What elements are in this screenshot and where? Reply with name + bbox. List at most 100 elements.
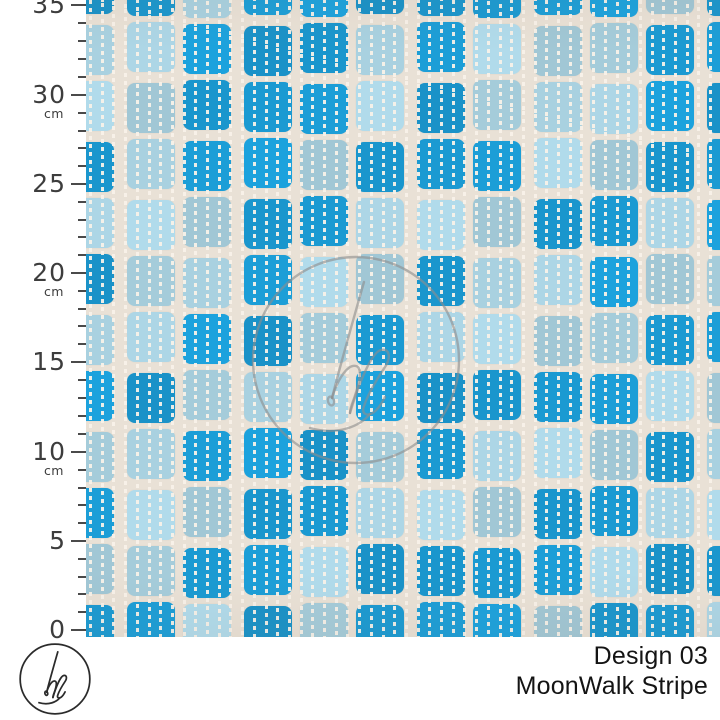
fabric-block-dark [534, 0, 582, 15]
fabric-block-dark [183, 431, 231, 481]
ruler-minor-tick [78, 486, 86, 489]
fabric-block-light [127, 429, 175, 479]
fabric-block-light [127, 490, 175, 540]
fabric-block-light [534, 316, 582, 366]
fabric-block-light [127, 22, 175, 72]
fabric-block-light [473, 24, 521, 74]
fabric-block-dark [127, 0, 175, 16]
fabric-block-light [590, 23, 638, 73]
fabric-block-dark [417, 256, 465, 306]
fabric-block-light [356, 198, 404, 248]
ruler-minor-tick [78, 468, 86, 471]
stitch-line [404, 0, 408, 637]
ruler-label-30: 30 [32, 80, 66, 109]
fabric-block-dark [86, 605, 114, 637]
fabric-block-light [183, 604, 231, 637]
caption: Design 03 MoonWalk Stripe [516, 642, 708, 701]
fabric-block-dark [356, 142, 404, 192]
fabric-block-dark [244, 199, 292, 249]
ruler-major-tick [71, 183, 86, 185]
fabric-block-light [300, 547, 348, 597]
ruler-minor-tick [78, 289, 86, 292]
fabric-block-dark [244, 545, 292, 595]
fabric-block-light [356, 81, 404, 131]
fabric-block-light [183, 0, 231, 18]
fabric-block-dark [534, 199, 582, 249]
fabric-block-dark [417, 373, 465, 423]
fabric-block-light [86, 25, 114, 75]
ruler-minor-tick [78, 147, 86, 150]
fabric-block-dark [356, 371, 404, 421]
fabric-block-dark [86, 371, 114, 421]
fabric-block-light [86, 315, 114, 365]
fabric-block-dark [473, 370, 521, 420]
fabric-block-dark [417, 83, 465, 133]
ruler-label-5: 5 [49, 526, 66, 555]
fabric-block-dark [244, 316, 292, 366]
ruler-unit-label: cm [43, 284, 64, 299]
fabric-block-light [473, 258, 521, 308]
fabric-block-light [183, 370, 231, 420]
ruler-minor-tick [78, 111, 86, 114]
fabric-block-light [707, 602, 720, 637]
ruler-minor-tick [78, 379, 86, 381]
fabric-block-dark [183, 80, 231, 130]
fabric-block-light [300, 374, 348, 424]
ruler-minor-tick [78, 557, 86, 560]
fabric-block-light [590, 313, 638, 363]
ruler-minor-tick [78, 433, 86, 435]
fabric-block-light [646, 198, 694, 248]
fabric-block-light [127, 312, 175, 362]
fabric-block-dark [707, 22, 720, 72]
fabric-block-light [590, 547, 638, 597]
fabric-block-light [86, 198, 114, 248]
fabric-block-light [473, 487, 521, 537]
ruler-minor-tick [78, 522, 86, 525]
ruler-minor-tick [78, 611, 86, 614]
fabric-block-light [707, 256, 720, 306]
fabric-block-light [86, 81, 114, 131]
fabric-block-light [300, 257, 348, 307]
ruler-major-tick [71, 4, 86, 6]
fabric-block-light [417, 312, 465, 362]
caption-product-name: MoonWalk Stripe [515, 671, 708, 700]
fabric-block-light [707, 429, 720, 479]
fabric-block-dark [183, 141, 231, 191]
fabric-block-light [473, 431, 521, 481]
fabric-block-dark [473, 604, 521, 637]
fabric-block-dark [646, 605, 694, 637]
ruler-label-0: 0 [49, 615, 66, 644]
fabric-block-dark [646, 315, 694, 365]
ruler-minor-tick [78, 325, 86, 328]
ruler-unit-label: cm [43, 463, 64, 478]
fabric-block-dark [183, 24, 231, 74]
ruler-label-25: 25 [32, 169, 66, 198]
fabric-block-dark [356, 0, 404, 14]
fabric-block-dark [356, 544, 404, 594]
fabric-block-light [183, 258, 231, 308]
fabric-block-dark [707, 139, 720, 189]
fabric-block-dark [590, 196, 638, 246]
fabric-block-dark [300, 196, 348, 246]
fabric-block-light [300, 313, 348, 363]
fabric-block-light [534, 82, 582, 132]
fabric-block-dark [244, 489, 292, 539]
ruler-minor-tick [78, 343, 86, 346]
fabric-block-dark [590, 257, 638, 307]
fabric-block-light [183, 197, 231, 247]
fabric-block-dark [534, 489, 582, 539]
fabric-block-dark [244, 606, 292, 637]
fabric-block-light [590, 140, 638, 190]
ruler-minor-tick [78, 165, 86, 168]
ruler-label-10: 10 [32, 437, 66, 466]
fabric-block-dark [86, 0, 114, 14]
fabric-block-dark [244, 138, 292, 188]
fabric-block-dark [534, 372, 582, 422]
ruler-minor-tick [78, 40, 86, 42]
fabric-block-light [86, 544, 114, 594]
ruler-unit-label: cm [43, 106, 64, 121]
brand-logo [19, 643, 91, 715]
logo-circle [19, 643, 91, 715]
fabric-block-dark [300, 0, 348, 17]
